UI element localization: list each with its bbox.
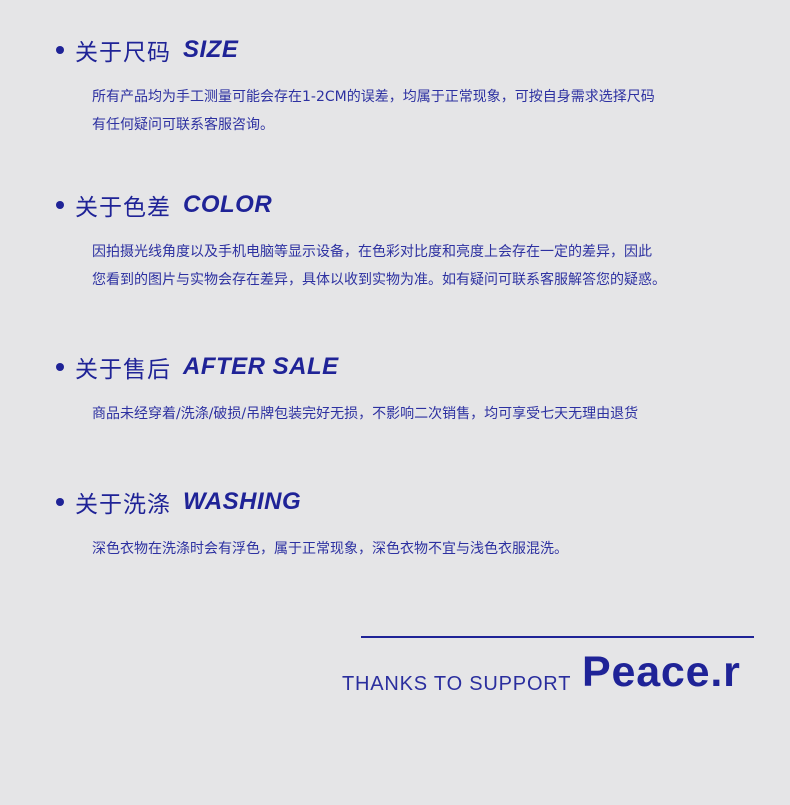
- size-description-line: 所有产品均为手工测量可能会存在1-2CM的误差，均属于正常现象，可按自身需求选择…: [92, 89, 655, 105]
- washing-description: 深色衣物在洗涤时会有浮色，属于正常现象，深色衣物不宜与浅色衣服混洗。: [92, 535, 756, 563]
- size-description: 所有产品均为手工测量可能会存在1-2CM的误差，均属于正常现象，可按自身需求选择…: [92, 83, 756, 139]
- washing-heading: 关于洗涤 WASHING: [56, 487, 756, 518]
- bullet-dot-icon: [56, 363, 64, 371]
- after-sale-description-line: 商品未经穿着/洗涤/破损/吊牌包装完好无损，不影响二次销售，均可享受七天无理由退…: [92, 406, 639, 422]
- after-sale-description: 商品未经穿着/洗涤/破损/吊牌包装完好无损，不影响二次销售，均可享受七天无理由退…: [92, 400, 756, 428]
- washing-description-line: 深色衣物在洗涤时会有浮色，属于正常现象，深色衣物不宜与浅色衣服混洗。: [92, 541, 568, 557]
- brand-logo: Peace.r: [582, 648, 741, 696]
- size-title-zh: 关于尺码: [75, 40, 171, 66]
- bullet-dot-icon: [56, 201, 64, 209]
- washing-section: 关于洗涤 WASHING 深色衣物在洗涤时会有浮色，属于正常现象，深色衣物不宜与…: [56, 487, 756, 563]
- after-sale-heading: 关于售后 AFTER SALE: [56, 352, 756, 383]
- color-title-zh: 关于色差: [75, 195, 171, 221]
- size-heading: 关于尺码 SIZE: [56, 35, 756, 66]
- after-sale-title-en: AFTER SALE: [183, 353, 339, 380]
- washing-title-en: WASHING: [183, 488, 302, 515]
- after-sale-section: 关于售后 AFTER SALE 商品未经穿着/洗涤/破损/吊牌包装完好无损，不影…: [56, 352, 756, 428]
- size-description-line: 有任何疑问可联系客服咨询。: [92, 117, 274, 133]
- color-description-line: 您看到的图片与实物会存在差异，具体以收到实物为准。如有疑问可联系客服解答您的疑惑…: [92, 272, 666, 288]
- bullet-dot-icon: [56, 498, 64, 506]
- color-description: 因拍摄光线角度以及手机电脑等显示设备，在色彩对比度和亮度上会存在一定的差异，因此…: [92, 238, 756, 294]
- footer-divider: [361, 636, 754, 638]
- thanks-text: THANKS TO SUPPORT: [342, 673, 572, 695]
- size-section: 关于尺码 SIZE 所有产品均为手工测量可能会存在1-2CM的误差，均属于正常现…: [56, 35, 756, 139]
- bullet-dot-icon: [56, 46, 64, 54]
- color-section: 关于色差 COLOR 因拍摄光线角度以及手机电脑等显示设备，在色彩对比度和亮度上…: [56, 190, 756, 294]
- color-description-line: 因拍摄光线角度以及手机电脑等显示设备，在色彩对比度和亮度上会存在一定的差异，因此: [92, 244, 652, 260]
- washing-title-zh: 关于洗涤: [75, 492, 171, 518]
- color-title-en: COLOR: [183, 191, 273, 218]
- size-title-en: SIZE: [183, 36, 239, 63]
- color-heading: 关于色差 COLOR: [56, 190, 756, 221]
- after-sale-title-zh: 关于售后: [75, 357, 171, 383]
